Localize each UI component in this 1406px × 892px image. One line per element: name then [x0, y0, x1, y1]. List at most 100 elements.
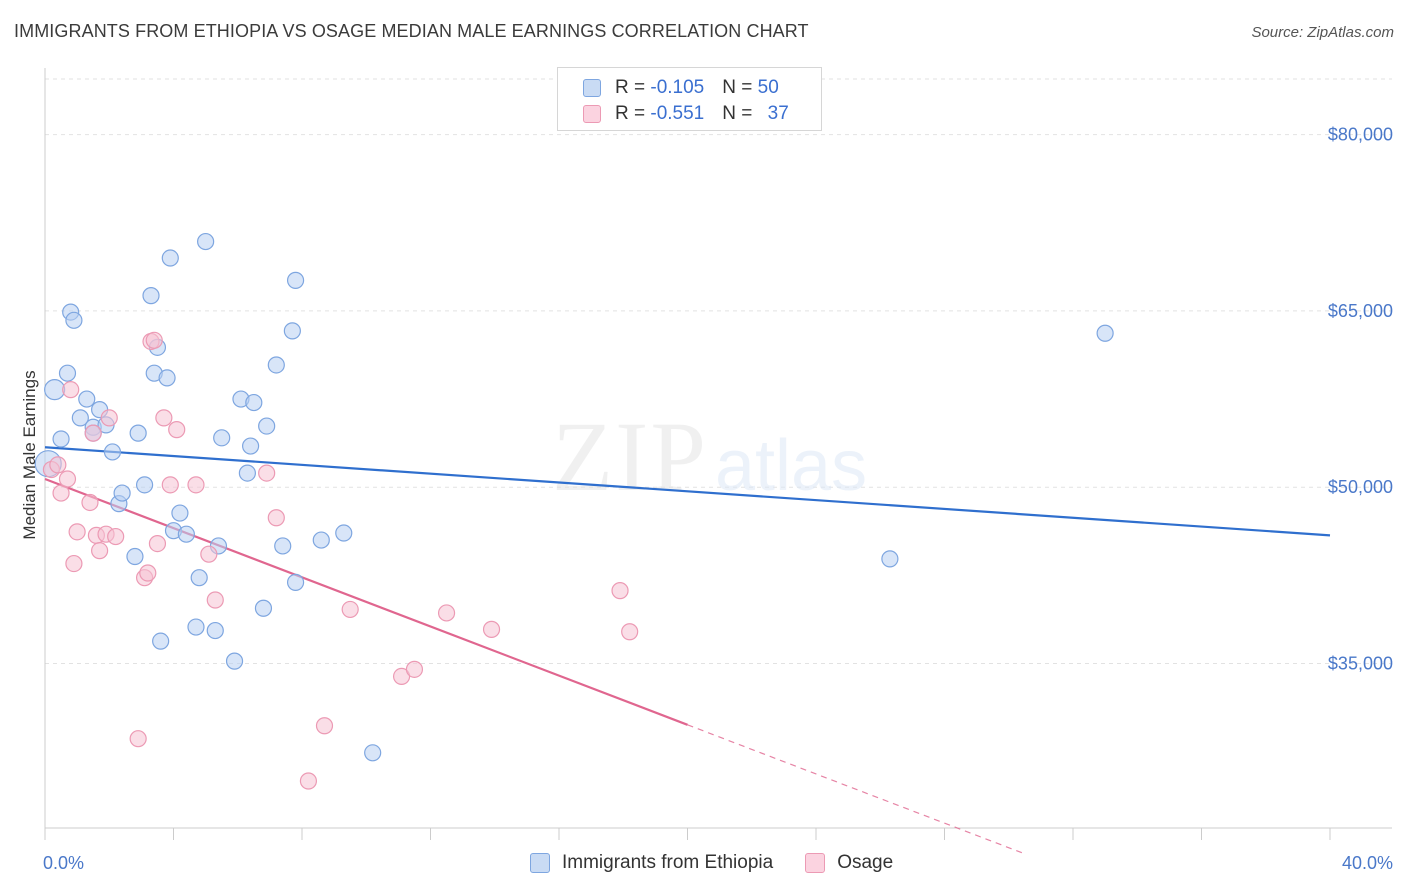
legend-r-label: R = [615, 103, 651, 124]
y-tick-label: $50,000 [1328, 477, 1393, 497]
legend-swatch-pink [583, 105, 601, 123]
point-osage [206, 591, 224, 609]
point-osage [437, 604, 456, 622]
point-osage [148, 535, 167, 553]
x-tick-label-min: 0.0% [43, 853, 84, 873]
legend-n-value: 50 [757, 77, 779, 98]
point-osage [315, 717, 334, 735]
point-ethiopia [206, 621, 224, 640]
point-osage [341, 600, 359, 619]
trend-lines [44, 446, 1331, 855]
x-tick-label-max: 40.0% [1342, 853, 1393, 873]
bottom-legend-swatch-blue [530, 853, 550, 873]
point-osage [49, 456, 67, 474]
legend-r-label: R = [615, 77, 651, 98]
point-osage [482, 620, 501, 638]
legend-row-ethiopia: R = -0.105 N = 50 [583, 76, 779, 100]
point-ethiopia [152, 632, 170, 650]
point-ethiopia [197, 232, 215, 251]
point-ethiopia [58, 364, 77, 382]
chart-title: IMMIGRANTS FROM ETHIOPIA VS OSAGE MEDIAN… [14, 21, 809, 41]
point-ethiopia [242, 437, 260, 455]
point-osage [155, 409, 173, 427]
point-osage [81, 493, 99, 512]
point-ethiopia [126, 547, 144, 566]
point-ethiopia [1096, 324, 1114, 342]
legend-r-value: -0.105 [650, 77, 705, 98]
bottom-legend-label-osage: Osage [837, 852, 894, 873]
point-ethiopia [142, 287, 160, 305]
tick-labels: $35,000 $50,000 $65,000 $80,000 0.0% 40.0% [43, 125, 1393, 873]
point-ethiopia [44, 379, 66, 401]
point-ethiopia [225, 652, 244, 670]
point-osage [621, 623, 639, 641]
bottom-legend-swatch-pink [805, 853, 826, 873]
point-osage [62, 381, 80, 399]
point-ethiopia [245, 393, 263, 412]
point-osage [145, 331, 163, 349]
point-ethiopia [213, 429, 231, 447]
watermark: ZIP atlas [552, 401, 867, 512]
point-ethiopia [103, 443, 122, 461]
point-osage [258, 464, 276, 482]
point-osage [161, 476, 179, 494]
point-osage [84, 424, 102, 442]
point-ethiopia [190, 569, 208, 587]
legend-n-label: N = [722, 77, 758, 98]
point-osage [187, 476, 205, 494]
legend-swatch-blue [583, 79, 601, 97]
point-ethiopia [187, 618, 205, 636]
point-ethiopia [129, 424, 147, 442]
point-ethiopia [238, 464, 256, 482]
y-tick-label: $80,000 [1328, 125, 1393, 145]
point-ethiopia [177, 525, 195, 543]
bottom-legend-item-osage: Osage [805, 852, 893, 874]
point-ethiopia [286, 573, 305, 591]
point-ethiopia [283, 322, 301, 340]
point-ethiopia [364, 744, 382, 762]
point-osage [52, 484, 70, 502]
legend-n-label: N = [722, 103, 758, 124]
point-ethiopia [254, 599, 273, 617]
y-tick-label: $35,000 [1328, 653, 1393, 673]
point-osage [68, 523, 86, 541]
point-osage [91, 542, 109, 560]
y-axis-title: Median Male Earnings [20, 370, 39, 539]
point-ethiopia [286, 271, 305, 289]
trend-line-osage [44, 477, 688, 726]
point-ethiopia [113, 484, 131, 502]
bottom-legend-label-ethiopia: Immigrants from Ethiopia [562, 852, 774, 873]
bottom-legend-item-ethiopia: Immigrants from Ethiopia [530, 852, 773, 874]
point-ethiopia [158, 369, 176, 387]
legend: R = -0.105 N = 50 R = -0.551 N = 37 [557, 67, 822, 131]
point-osage [200, 545, 218, 563]
watermark-atlas: atlas [715, 426, 867, 506]
point-ethiopia [161, 249, 179, 267]
point-ethiopia [65, 311, 83, 329]
y-tick-label: $65,000 [1328, 301, 1393, 321]
watermark-zip: ZIP [552, 401, 708, 512]
point-osage [65, 554, 83, 573]
point-osage [129, 730, 147, 748]
point-ethiopia [267, 356, 285, 374]
point-osage [611, 582, 629, 600]
legend-r-value: -0.551 [650, 103, 705, 124]
point-ethiopia [78, 390, 96, 408]
point-osage [405, 660, 424, 678]
point-osage [58, 470, 77, 488]
point-ethiopia [171, 504, 189, 522]
point-ethiopia [274, 537, 292, 555]
legend-row-osage: R = -0.551 N = 37 [583, 102, 789, 126]
point-ethiopia [135, 476, 154, 494]
source-label: Source: ZipAtlas.com [1251, 24, 1394, 41]
point-osage [107, 527, 125, 546]
point-ethiopia [881, 550, 899, 568]
trend-line-ethiopia [44, 446, 1331, 537]
point-osage [267, 509, 285, 527]
point-osage [100, 409, 118, 427]
point-osage [168, 421, 186, 439]
point-ethiopia [71, 409, 89, 427]
data-points [34, 232, 1114, 790]
point-ethiopia [258, 417, 276, 435]
